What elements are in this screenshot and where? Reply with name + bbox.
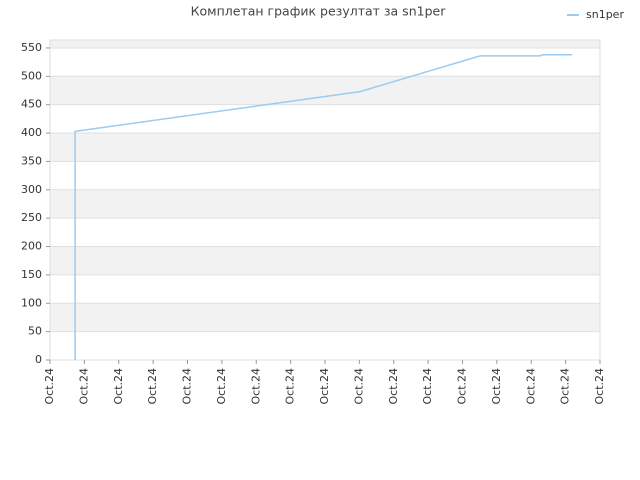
x-tick-label: Oct.24 (77, 368, 90, 405)
grid-band (50, 47, 600, 77)
grid-band (50, 189, 600, 219)
x-tick-label: Oct.24 (43, 368, 56, 405)
grid-band (50, 218, 600, 247)
x-tick-label: Oct.24 (215, 368, 228, 405)
y-tick-label: 550 (21, 41, 42, 54)
y-tick-label: 300 (21, 183, 42, 196)
x-tick-label: Oct.24 (524, 368, 537, 405)
grid-band (50, 76, 600, 105)
x-tick-label: Oct.24 (284, 368, 297, 405)
y-tick-label: 150 (21, 268, 42, 281)
x-tick-label: Oct.24 (181, 368, 194, 405)
x-tick-label: Oct.24 (146, 368, 159, 405)
grid-band (50, 331, 600, 360)
y-tick-label: 50 (28, 325, 42, 338)
x-tick-label: Oct.24 (421, 368, 434, 405)
grid-band (50, 104, 600, 134)
x-tick-label: Oct.24 (559, 368, 572, 405)
grid-band (50, 303, 600, 332)
legend-label: sn1per (586, 8, 624, 21)
y-tick-label: 200 (21, 240, 42, 253)
grid-band (50, 133, 600, 162)
chart-title: Комплетан график резултат за sn1per (191, 4, 447, 19)
y-tick-label: 0 (35, 353, 42, 366)
grid-band (50, 161, 600, 190)
grid-band (50, 274, 600, 304)
x-tick-label: Oct.24 (593, 368, 606, 405)
y-tick-label: 100 (21, 296, 42, 309)
grid-band (50, 40, 600, 48)
x-tick-label: Oct.24 (387, 368, 400, 405)
x-tick-label: Oct.24 (456, 368, 469, 405)
y-tick-label: 250 (21, 211, 42, 224)
y-tick-label: 400 (21, 126, 42, 139)
y-tick-label: 500 (21, 69, 42, 82)
x-tick-label: Oct.24 (352, 368, 365, 405)
x-tick-label: Oct.24 (112, 368, 125, 405)
y-tick-label: 450 (21, 98, 42, 111)
x-tick-label: Oct.24 (249, 368, 262, 405)
x-tick-label: Oct.24 (318, 368, 331, 405)
y-tick-label: 350 (21, 154, 42, 167)
grid-band (50, 246, 600, 275)
x-tick-label: Oct.24 (490, 368, 503, 405)
series-line (74, 54, 573, 360)
